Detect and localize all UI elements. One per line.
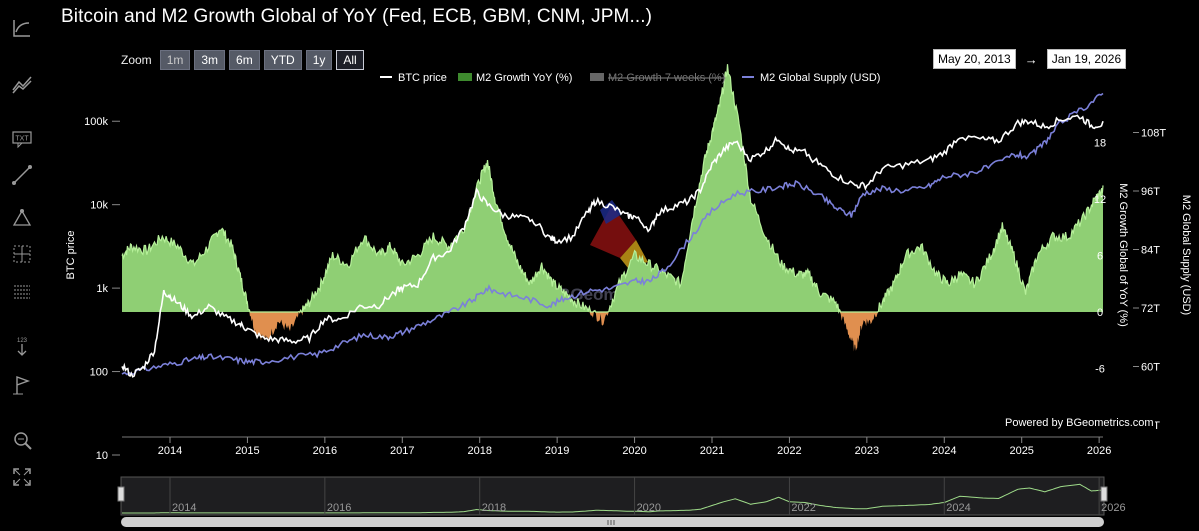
zoom-all-button[interactable]: All — [336, 50, 364, 70]
x-axis-tick-label: 2015 — [235, 445, 259, 457]
x-axis-tick-label: 2024 — [932, 445, 956, 457]
drawing-toolbar: TXT 123 — [0, 0, 44, 531]
x-axis-tick-label: 2014 — [158, 445, 182, 457]
legend-item[interactable]: M2 Global Supply (USD) — [742, 72, 880, 84]
watermark-logo-blue — [600, 200, 622, 224]
range-arrow: → — [1024, 51, 1038, 67]
grid-icon[interactable] — [10, 280, 34, 304]
vertical-arrow-icon[interactable]: 123 — [10, 335, 34, 359]
m2-supply-axis-tick-label: 108T — [1141, 128, 1166, 140]
legend-label: BTC price — [398, 72, 447, 84]
m2-growth-axis-tick-label: 12 — [1094, 194, 1106, 206]
legend-label: M2 Growth 7 weeks (%) — [608, 72, 725, 84]
m2-growth-axis-tick-label: 18 — [1094, 138, 1106, 150]
legend-label: M2 Global Supply (USD) — [760, 72, 880, 84]
m2-growth-axis-title: M2 Growth Global of YoY (%) — [1117, 183, 1129, 326]
m2-growth-positive-area — [122, 64, 1103, 312]
navigator-tick-label: 2024 — [946, 502, 970, 514]
line-draw-icon[interactable] — [10, 163, 34, 187]
fullscreen-icon[interactable] — [10, 465, 34, 489]
m2-supply-axis-tick-label: 60T — [1141, 362, 1160, 374]
trend-icon[interactable] — [10, 72, 34, 96]
zoom-label: Zoom — [121, 53, 152, 67]
navigator-tick-label: 2020 — [637, 502, 661, 514]
scrollbar-grip-icon — [607, 520, 615, 525]
legend-item[interactable]: BTC price — [380, 72, 447, 84]
navigator-tick-label: 2026 — [1101, 502, 1125, 514]
svg-text:TXT: TXT — [15, 136, 29, 143]
legend-item[interactable]: M2 Growth 7 weeks (%) — [590, 72, 725, 84]
btc-axis-tick-label: 10k — [90, 200, 108, 212]
m2-supply-axis-tick-label: 84T — [1141, 245, 1160, 257]
m2-growth-axis-tick-label: 6 — [1097, 251, 1103, 263]
x-axis-tick-label: 2026 — [1087, 445, 1111, 457]
m2-global-supply-line — [121, 92, 1104, 376]
legend-swatch — [458, 73, 472, 81]
navigator-tick-label: 2016 — [327, 502, 351, 514]
crosshair-icon[interactable] — [10, 242, 34, 266]
x-axis-tick-label: 2023 — [855, 445, 879, 457]
navigator-panel — [120, 476, 1105, 516]
legend-label: M2 Growth YoY (%) — [476, 72, 572, 84]
measure-icon[interactable] — [10, 205, 34, 229]
zoom-icon[interactable] — [10, 428, 34, 452]
m2-growth-line — [121, 64, 1104, 314]
svg-text:123: 123 — [17, 338, 28, 344]
x-axis-tick-label: 2022 — [777, 445, 801, 457]
btc-axis-tick-label: 1k — [96, 283, 108, 295]
legend-swatch — [590, 73, 604, 81]
x-axis-tick-label: 2016 — [313, 445, 337, 457]
btc-axis-tick-label: 100 — [90, 367, 108, 379]
range-to-input[interactable]: Jan 19, 2026 — [1046, 49, 1127, 69]
x-axis-tick-label: 2018 — [467, 445, 491, 457]
range-from-input[interactable]: May 20, 2013 — [933, 49, 1016, 69]
m2-supply-axis-tick-label: 72T — [1141, 303, 1160, 315]
navigator-series-line — [122, 483, 1104, 514]
x-axis-tick-label: 2021 — [700, 445, 724, 457]
zoom-1y-button[interactable]: 1y — [305, 50, 333, 70]
x-axis-tick-label: 2020 — [622, 445, 646, 457]
btc-price-line — [121, 114, 1104, 378]
navigator-tick-label: 2014 — [172, 502, 196, 514]
chart-title: Bitcoin and M2 Growth Global of YoY (Fed… — [61, 6, 653, 27]
flag-icon[interactable] — [10, 373, 34, 397]
m2-growth-negative-area — [122, 312, 1103, 352]
legend-item[interactable]: M2 Growth YoY (%) — [458, 72, 572, 84]
m2-supply-axis-title: M2 Global Supply (USD) — [1180, 195, 1192, 315]
x-axis-tick-label: 2025 — [1009, 445, 1033, 457]
chart-line-icon[interactable] — [10, 16, 34, 40]
zoom-controls: Zoom 1m 3m 6m YTD 1y All — [121, 50, 364, 70]
navigator-tick-label: 2022 — [791, 502, 815, 514]
m2-supply-axis-tick-label: 96T — [1141, 186, 1160, 198]
date-range-selector: May 20, 2013 → Jan 19, 2026 — [933, 49, 1127, 69]
zoom-6m-button[interactable]: 6m — [229, 50, 260, 70]
navigator-left-handle[interactable] — [117, 486, 125, 502]
btc-axis-tick-label: 10 — [96, 450, 108, 462]
btc-axis-tick-label: 100k — [84, 116, 108, 128]
powered-by-credit[interactable]: Powered by BGeometrics.com — [1004, 417, 1155, 429]
watermark-logo-red — [590, 205, 636, 258]
navigator-tick-label: 2018 — [482, 502, 506, 514]
btc-axis-title: BTC price — [65, 231, 77, 280]
navigator-scrollbar[interactable] — [121, 517, 1104, 527]
x-axis-tick-label: 2019 — [545, 445, 569, 457]
zoom-3m-button[interactable]: 3m — [194, 50, 226, 70]
zoom-1m-button[interactable]: 1m — [159, 50, 191, 70]
zoom-ytd-button[interactable]: YTD — [263, 50, 302, 70]
x-axis-tick-label: 2017 — [390, 445, 414, 457]
text-annotation-icon[interactable]: TXT — [10, 127, 34, 151]
m2-growth-axis-tick-label: -6 — [1095, 364, 1105, 376]
navigator-right-handle[interactable] — [1100, 486, 1108, 502]
m2-growth-axis-tick-label: 0 — [1097, 307, 1103, 319]
